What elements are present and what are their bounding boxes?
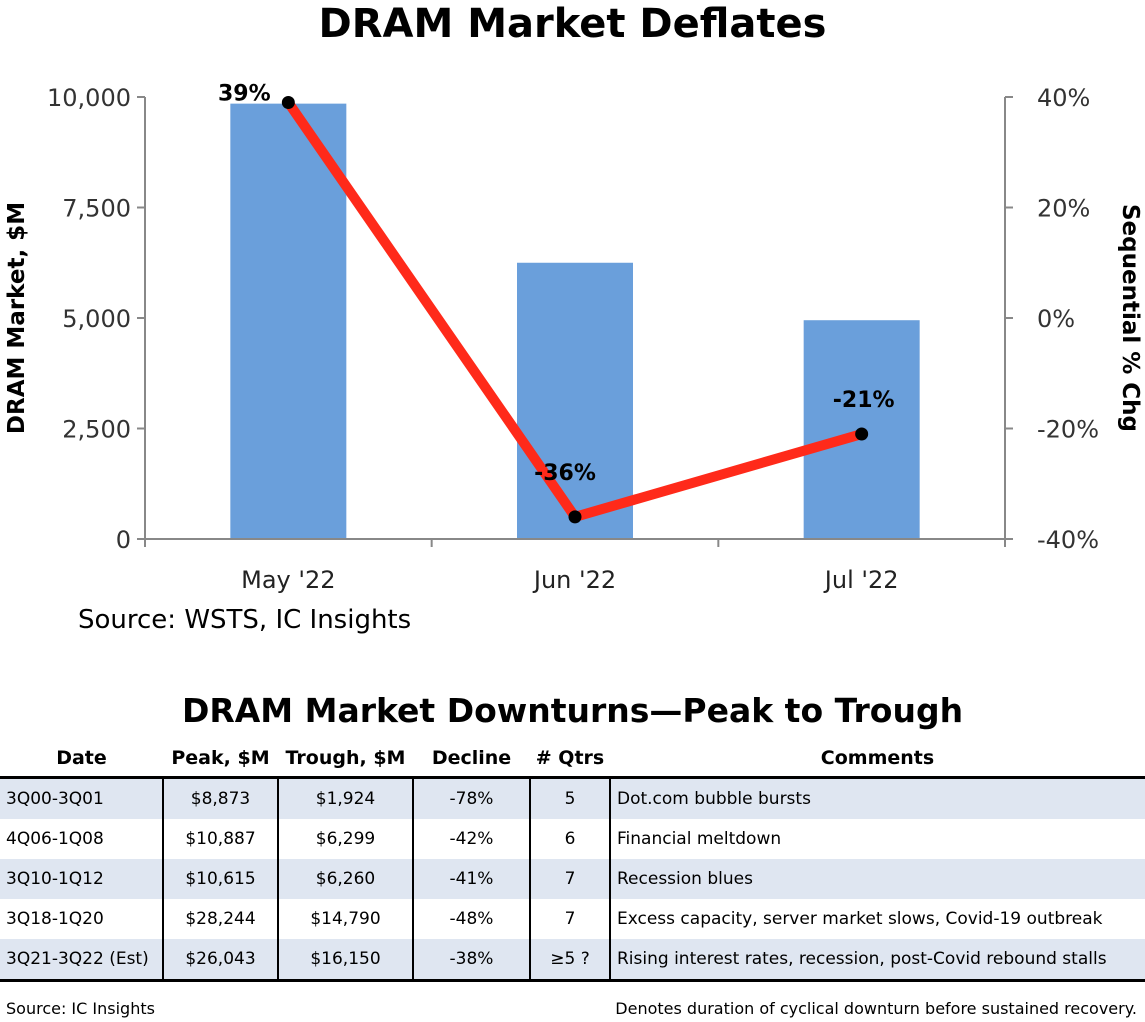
table-header-row: Date Peak, $M Trough, $M Decline # Qtrs … (0, 740, 1145, 778)
bar (230, 103, 347, 539)
cell-trough: $6,299 (278, 819, 414, 859)
header-qtrs: # Qtrs (535, 747, 605, 769)
x-tick-label: May '22 (241, 566, 335, 594)
header-comments: Comments (820, 747, 935, 769)
cell-decline: -42% (413, 819, 531, 859)
y-axis-title: DRAM Market, $M (4, 202, 30, 434)
cell-peak: $10,615 (163, 859, 279, 899)
line-point (281, 96, 295, 110)
chart-source: Source: WSTS, IC Insights (78, 605, 412, 635)
table-row: 3Q10-1Q12 $10,615 $6,260 -41% 7 Recessio… (0, 859, 1145, 899)
cell-qtrs: ≥5 ? (530, 939, 611, 981)
line-point (568, 510, 582, 524)
cell-date: 3Q00-3Q01 (0, 777, 164, 819)
table-source: Source: IC Insights (6, 999, 155, 1018)
cell-comments: Recession blues (610, 859, 1145, 899)
data-label: -21% (833, 388, 895, 413)
header-trough: Trough, $M (285, 747, 406, 769)
bar (517, 262, 633, 539)
y2-tick-label: -40% (1037, 526, 1099, 554)
y-tick-label: 5,000 (62, 305, 131, 333)
cell-qtrs: 6 (530, 819, 611, 859)
cell-peak: $10,887 (163, 819, 279, 859)
y2-tick-label: 20% (1037, 195, 1090, 223)
cell-comments: Excess capacity, server market slows, Co… (617, 909, 1103, 929)
table-row: 3Q21-3Q22 (Est) $26,043 $16,150 -38% ≥5 … (0, 939, 1145, 981)
chart: 10,000 7,500 5,000 2,500 0 40% 20% 0% -20% -40% Ma… (4, 82, 1143, 594)
cell-decline: -48% (413, 899, 531, 939)
header-date: Date (56, 747, 107, 769)
y2-axis-title: Sequential % Chg (1117, 204, 1143, 432)
table-title: DRAM Market Downturns—Peak to Trough (181, 691, 964, 730)
table-row: 4Q06-1Q08 $10,887 $6,299 -42% 6 Financia… (0, 819, 1145, 859)
y-tick-label: 10,000 (47, 84, 131, 112)
cell-date: 3Q10-1Q12 (0, 859, 164, 899)
cell-trough: $14,790 (278, 899, 414, 939)
x-tick-label: Jul '22 (823, 566, 899, 594)
downturns-table: Date Peak, $M Trough, $M Decline # Qtrs … (0, 740, 1145, 982)
cell-qtrs: 7 (530, 899, 611, 939)
cell-trough: $1,924 (278, 777, 414, 819)
cell-comments: Rising interest rates, recession, post-C… (610, 939, 1145, 981)
x-tick-label: Jun '22 (532, 566, 616, 594)
cell-decline: -38% (413, 939, 531, 981)
cell-trough: $6,260 (278, 859, 414, 899)
y2-tick-label: 40% (1037, 84, 1090, 112)
chart-title: DRAM Market Deflates (318, 1, 827, 47)
table-row: 3Q18-1Q20 $28,244 $14,790 -48% 7 Excess … (0, 899, 1145, 939)
data-label: -36% (534, 461, 596, 486)
cell-qtrs: 5 (530, 777, 611, 819)
y-tick-label: 2,500 (62, 416, 131, 444)
cell-decline: -78% (413, 777, 531, 819)
cell-decline: -41% (413, 859, 531, 899)
cell-peak: $8,873 (163, 777, 279, 819)
data-label: 39% (218, 82, 271, 107)
y-tick-label: 7,500 (62, 195, 131, 223)
y2-tick-label: -20% (1037, 416, 1099, 444)
cell-trough: $16,150 (278, 939, 414, 981)
table-note: Denotes duration of cyclical downturn be… (615, 999, 1137, 1018)
header-peak: Peak, $M (171, 747, 270, 769)
cell-date: 3Q21-3Q22 (Est) (0, 939, 164, 981)
table-row: 3Q00-3Q01 $8,873 $1,924 -78% 5 Dot.com b… (0, 777, 1145, 819)
line-point (855, 427, 869, 441)
cell-qtrs: 7 (530, 859, 611, 899)
y2-tick-label: 0% (1037, 305, 1075, 333)
header-decline: Decline (431, 747, 512, 769)
cell-peak: $28,244 (163, 899, 279, 939)
y-tick-label: 0 (116, 526, 131, 554)
cell-date: 4Q06-1Q08 (0, 819, 164, 859)
cell-comments: Financial meltdown (617, 829, 782, 849)
cell-date: 3Q18-1Q20 (0, 899, 164, 939)
cell-peak: $26,043 (163, 939, 279, 981)
cell-comments: Dot.com bubble bursts (610, 777, 1145, 819)
